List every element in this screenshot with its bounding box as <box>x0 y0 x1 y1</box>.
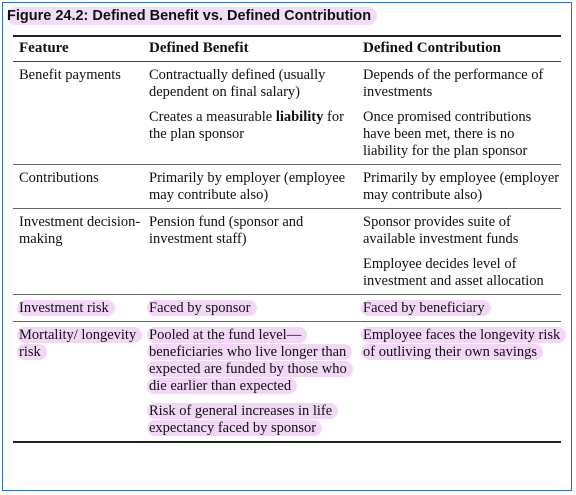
table-row: Contributions Primarily by employer (emp… <box>13 164 561 209</box>
defined-contribution-cell: Depends of the performance of investment… <box>357 61 561 165</box>
table-row: Benefit payments Contractually defined (… <box>13 61 561 165</box>
defined-contribution-cell: Employee faces the longevity risk of out… <box>357 321 567 443</box>
header-defined-contribution: Defined Contribution <box>357 36 561 62</box>
table-row: Mortality/ longevity risk Pooled at the … <box>13 321 567 443</box>
figure-title: Figure 24.2: Defined Benefit vs. Defined… <box>7 7 378 25</box>
figure-frame <box>2 2 572 491</box>
feature-cell: Contributions <box>13 164 143 209</box>
defined-benefit-cell: Pooled at the fund level—beneficiaries w… <box>143 321 357 443</box>
feature-cell: Investment risk <box>13 294 143 322</box>
defined-benefit-cell: Contractually defined (usually dependent… <box>143 61 357 165</box>
header-defined-benefit: Defined Benefit <box>143 36 357 62</box>
defined-contribution-cell: Sponsor provides suite of available inve… <box>357 208 561 295</box>
liability-paragraph: Creates a measurable liability for the p… <box>149 109 344 142</box>
defined-contribution-cell: Primarily by employee (employer may cont… <box>357 164 561 209</box>
feature-cell: Benefit payments <box>13 61 143 165</box>
table-row: Investment risk Faced by sponsor Faced b… <box>13 294 561 322</box>
comparison-table: Feature Defined Benefit Defined Contribu… <box>13 35 567 443</box>
header-feature: Feature <box>13 36 143 62</box>
defined-contribution-cell: Faced by beneficiary <box>357 294 561 322</box>
table-row: Investment decision-making Pension fund … <box>13 208 561 295</box>
header-row: Feature Defined Benefit Defined Contribu… <box>13 36 561 62</box>
feature-cell: Mortality/ longevity risk <box>13 321 143 443</box>
defined-benefit-cell: Faced by sponsor <box>143 294 357 322</box>
feature-cell: Investment decision-making <box>13 208 143 295</box>
defined-benefit-cell: Pension fund (sponsor and investment sta… <box>143 208 357 295</box>
defined-benefit-cell: Primarily by employer (employee may cont… <box>143 164 357 209</box>
